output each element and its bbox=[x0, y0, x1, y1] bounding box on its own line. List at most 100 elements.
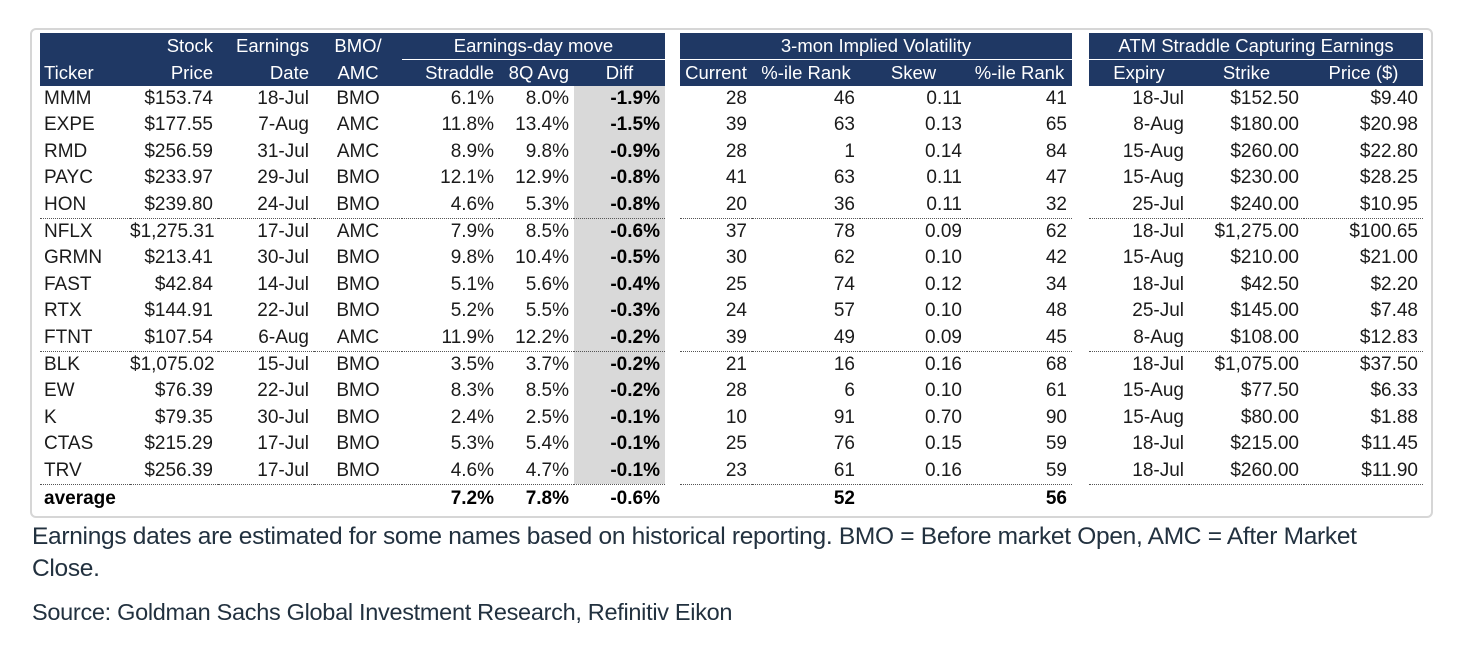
table-cell: 6 bbox=[844, 380, 855, 402]
table-cell: -0.2% bbox=[574, 351, 665, 379]
column-gap bbox=[1072, 218, 1089, 246]
average-cell bbox=[1089, 484, 1189, 512]
table-cell: 6.1% bbox=[450, 88, 494, 109]
table-cell: 2.4% bbox=[450, 406, 494, 428]
column-gap bbox=[1072, 431, 1089, 458]
column-gap bbox=[1072, 351, 1089, 379]
table-cell: 57 bbox=[833, 300, 855, 322]
table-cell: $239.80 bbox=[144, 193, 213, 215]
table-cell: 23 bbox=[725, 459, 747, 481]
ticker-cell: NFLX bbox=[40, 218, 130, 245]
table-cell: 18-Jul bbox=[1089, 218, 1189, 245]
column-gap bbox=[665, 60, 680, 86]
table-cell: $79.35 bbox=[154, 406, 213, 428]
table-cell: 0.12 bbox=[925, 273, 962, 295]
table-cell: 0.16 bbox=[860, 351, 967, 378]
table-cell: 11.8% bbox=[441, 114, 494, 136]
table-cell: 25 bbox=[725, 433, 747, 455]
table-cell: 15-Aug bbox=[1122, 406, 1184, 428]
table-cell: $7.48 bbox=[1370, 300, 1418, 322]
table-cell: 8.3% bbox=[450, 380, 494, 402]
table-cell: $108.00 bbox=[1230, 326, 1299, 348]
column-gap bbox=[665, 457, 680, 485]
table-cell: $2.20 bbox=[1370, 273, 1418, 295]
table-cell: $215.29 bbox=[144, 433, 213, 455]
table-cell: 7-Aug bbox=[258, 114, 309, 136]
column-gap bbox=[665, 245, 680, 272]
ticker-cell: CTAS bbox=[44, 433, 94, 455]
table-cell: 0.13 bbox=[925, 114, 962, 136]
table-cell: $1,075.00 bbox=[1189, 351, 1304, 378]
average-cell bbox=[680, 484, 752, 512]
table-cell: BMO bbox=[336, 167, 380, 189]
table-cell: 76 bbox=[833, 433, 855, 455]
table-cell: -0.1% bbox=[574, 431, 665, 458]
table-cell: $100.65 bbox=[1304, 218, 1423, 245]
table-cell: $256.59 bbox=[144, 140, 213, 162]
table-cell: 25 bbox=[725, 273, 747, 295]
table-cell: 15-Aug bbox=[1122, 380, 1184, 402]
ticker-cell: MMM bbox=[44, 88, 92, 109]
table-cell: -0.6% bbox=[574, 218, 665, 246]
table-cell: -0.1% bbox=[574, 457, 665, 485]
col-header-straddle: Straddle bbox=[402, 60, 499, 86]
table-cell: 24 bbox=[725, 300, 747, 322]
table-cell: 65 bbox=[1045, 114, 1067, 136]
table-cell: $144.91 bbox=[144, 300, 213, 322]
table-cell: 46 bbox=[833, 88, 855, 109]
table-cell: 28 bbox=[725, 140, 747, 162]
table-cell: 63 bbox=[833, 167, 855, 189]
column-gap bbox=[665, 351, 680, 379]
table-cell: $1,075.02 bbox=[130, 351, 218, 378]
column-gap bbox=[1072, 138, 1089, 166]
table-cell: $256.39 bbox=[144, 459, 213, 481]
table-cell: 31-Jul bbox=[257, 140, 309, 162]
ticker-cell: RMD bbox=[44, 140, 88, 162]
column-gap bbox=[1072, 484, 1089, 513]
table-cell: 30-Jul bbox=[257, 406, 309, 428]
table-cell: $28.25 bbox=[1359, 167, 1418, 189]
table-cell: 4.6% bbox=[450, 459, 494, 481]
table-cell: 22-Jul bbox=[257, 300, 309, 322]
footnote: Earnings dates are estimated for some na… bbox=[32, 521, 1436, 584]
table-cell: 28 bbox=[725, 88, 747, 109]
table-cell: BMO bbox=[336, 193, 380, 215]
table-cell: 6-Aug bbox=[258, 326, 309, 348]
column-gap bbox=[1072, 457, 1089, 485]
column-gap bbox=[1072, 191, 1089, 219]
table-cell: 59 bbox=[1045, 433, 1067, 455]
table-cell: BMO bbox=[314, 351, 402, 378]
table-cell: 30-Jul bbox=[257, 247, 309, 269]
col-header-ticker: Ticker bbox=[40, 60, 130, 86]
table-cell: $9.40 bbox=[1370, 88, 1418, 109]
column-gap bbox=[1072, 404, 1089, 432]
ticker-cell: K bbox=[44, 406, 57, 428]
table-cell: $37.50 bbox=[1304, 351, 1423, 378]
table-cell: 3.7% bbox=[499, 351, 574, 378]
table-cell: 12.9% bbox=[515, 167, 569, 189]
table-cell: -0.2% bbox=[574, 324, 665, 352]
table-cell: 41 bbox=[725, 167, 747, 189]
table-cell: 34 bbox=[1045, 273, 1067, 295]
table-cell: 47 bbox=[1045, 167, 1067, 189]
header-earnings: Earnings bbox=[218, 33, 314, 60]
table-cell: 61 bbox=[1045, 380, 1067, 402]
column-gap bbox=[1072, 60, 1089, 86]
footnote-line: Close. bbox=[32, 554, 100, 582]
column-gap bbox=[1072, 271, 1089, 299]
table-cell: 25-Jul bbox=[1132, 193, 1184, 215]
earnings-table-card: Stock Earnings BMO/ Earnings-day move 3-… bbox=[30, 28, 1433, 519]
table-cell: 0.16 bbox=[925, 459, 962, 481]
table-cell: 18-Jul bbox=[1132, 273, 1184, 295]
table-cell: 62 bbox=[967, 218, 1072, 245]
table-cell: 62 bbox=[833, 247, 855, 269]
table-cell: 4.6% bbox=[450, 193, 494, 215]
table-cell: 91 bbox=[833, 406, 855, 428]
column-gap bbox=[665, 33, 680, 60]
column-gap bbox=[665, 298, 680, 325]
average-cell: 7.2% bbox=[402, 484, 499, 512]
table-cell: -0.4% bbox=[574, 271, 665, 299]
table-cell: 9.8% bbox=[525, 140, 569, 162]
table-cell: 32 bbox=[1045, 193, 1067, 215]
table-cell: 7.9% bbox=[402, 218, 499, 245]
